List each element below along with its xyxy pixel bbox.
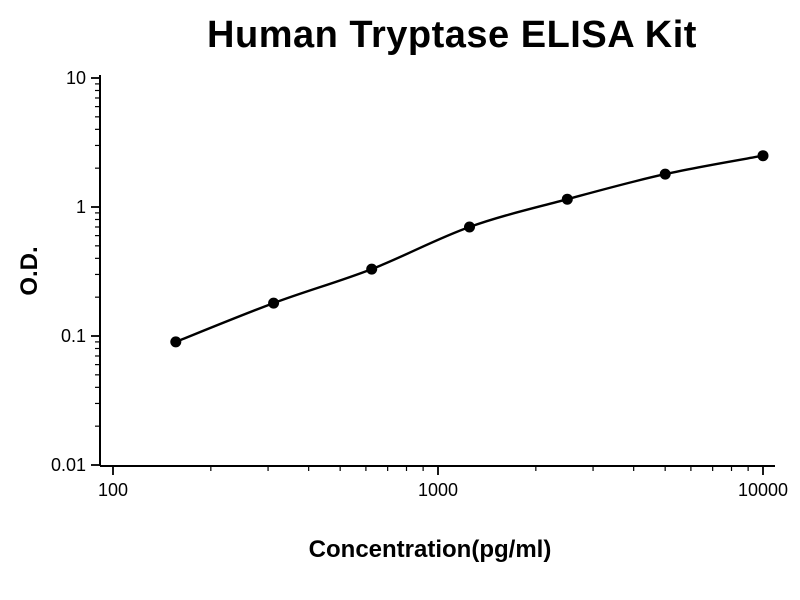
data-point [268, 297, 280, 309]
data-point [170, 336, 182, 348]
data-point [464, 221, 475, 233]
y-tick-label: 0.01 [51, 455, 86, 475]
y-tick-label: 1 [76, 197, 86, 217]
x-tick-label: 1000 [418, 480, 458, 500]
data-point [561, 193, 573, 205]
chart-title: Human Tryptase ELISA Kit [207, 14, 697, 56]
y-tick-label: 10 [66, 68, 86, 88]
y-tick-label: 0.1 [61, 326, 86, 346]
x-tick-label: 100 [98, 480, 128, 500]
x-axis-label: Concentration(pg/ml) [308, 536, 552, 563]
data-point [757, 150, 769, 162]
data-point [659, 168, 671, 180]
standard-curve-line [175, 154, 764, 344]
x-tick-label: 10000 [738, 480, 788, 500]
data-point [366, 263, 378, 275]
